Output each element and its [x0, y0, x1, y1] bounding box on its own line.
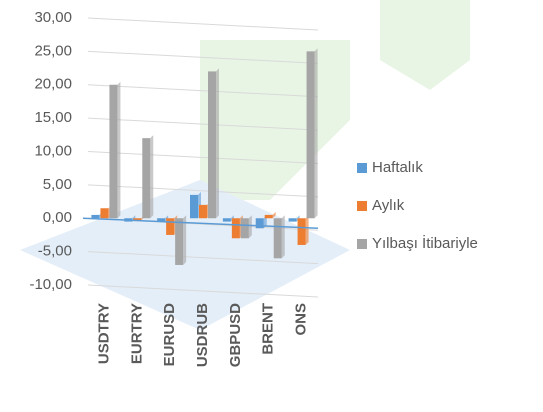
bar: [190, 194, 198, 219]
bar-side: [183, 215, 187, 265]
x-tick-label: ONS: [293, 303, 310, 336]
bar: [297, 218, 306, 245]
grid-line: [87, 117, 319, 131]
grid-line: [87, 284, 319, 298]
y-tick-label: 5,00: [43, 176, 72, 193]
watermark: [200, 40, 350, 200]
bar: [255, 218, 264, 229]
bar: [306, 51, 315, 219]
y-tick-label: 25,00: [34, 42, 72, 59]
y-tick-label: 0,00: [43, 209, 72, 226]
y-tick-label: -5,00: [38, 243, 72, 260]
bar: [157, 218, 166, 222]
bar-side: [281, 215, 285, 259]
bar-side: [263, 215, 267, 229]
bar-side: [272, 211, 276, 219]
bar-side: [117, 81, 121, 219]
watermark: [380, 0, 470, 90]
bar: [109, 84, 118, 219]
y-tick-label: 15,00: [34, 109, 72, 126]
bar: [231, 218, 240, 239]
grid-line: [87, 50, 319, 64]
grid-line: [87, 84, 319, 98]
bar: [91, 214, 100, 219]
y-tick-label: -10,00: [29, 276, 72, 293]
legend-label: Haftalık: [372, 159, 423, 176]
grid-line: [87, 17, 319, 31]
bar-side: [305, 215, 309, 245]
x-tick-label: GBPUSD: [227, 303, 244, 367]
legend-swatch: [357, 201, 367, 211]
y-tick-label: 30,00: [34, 9, 72, 26]
grid-line: [87, 251, 319, 265]
bar: [133, 218, 142, 221]
bar: [142, 138, 151, 219]
bar: [273, 218, 282, 259]
bar: [166, 218, 175, 235]
bar-side: [314, 48, 318, 219]
bar-side: [150, 135, 154, 219]
bar-side: [216, 68, 219, 219]
bar: [222, 218, 231, 222]
y-tick-label: 20,00: [34, 76, 72, 93]
grid-line: [87, 151, 319, 164]
x-tick-label: EURUSD: [161, 303, 178, 367]
grid-line: [87, 184, 319, 198]
legend-label: Yılbaşı İtibariyle: [372, 234, 478, 252]
legend-label: Aylık: [372, 197, 405, 214]
bar-side: [248, 215, 252, 239]
bar: [264, 214, 273, 219]
bar: [240, 218, 249, 239]
bar: [100, 208, 109, 219]
legend-swatch: [357, 163, 367, 173]
x-tick-label: EURTRY: [128, 303, 145, 364]
bar: [175, 218, 184, 265]
y-tick-label: 10,00: [34, 142, 72, 159]
x-tick-label: BRENT: [260, 303, 277, 355]
x-tick-label: USDRUB: [194, 303, 211, 367]
bar: [199, 204, 207, 219]
x-tick-label: USDTRY: [95, 303, 112, 364]
axis-line: [82, 217, 319, 229]
bar: [208, 71, 216, 219]
bar: [288, 218, 297, 222]
legend-swatch: [357, 239, 367, 249]
